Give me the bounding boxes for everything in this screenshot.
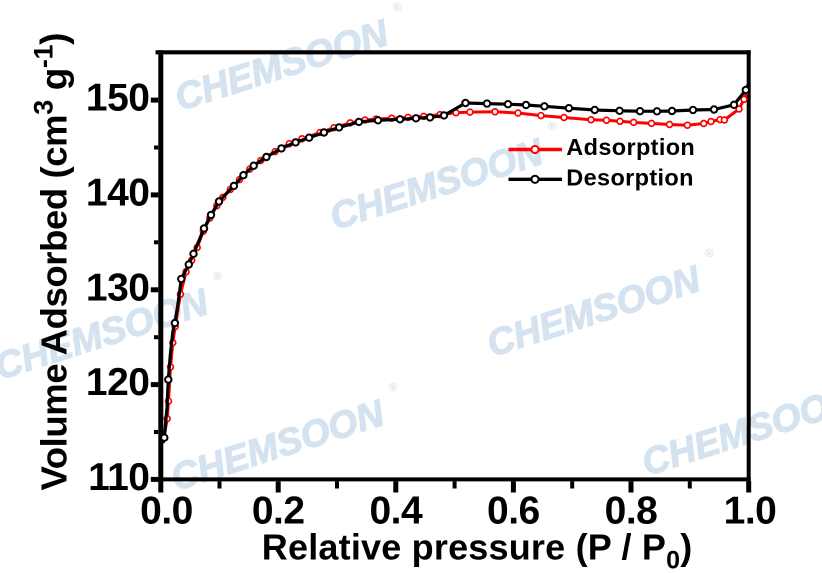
svg-text:®: ® (391, 0, 404, 15)
svg-text:®: ® (211, 268, 224, 284)
svg-text:0.4: 0.4 (369, 489, 423, 532)
svg-text:130: 130 (86, 266, 150, 309)
svg-text:110: 110 (88, 456, 149, 499)
svg-text:1.0: 1.0 (724, 489, 777, 532)
svg-text:0.8: 0.8 (605, 489, 658, 532)
svg-text:Desorption: Desorption (566, 164, 694, 190)
svg-text:Adsorption: Adsorption (566, 134, 695, 160)
svg-text:®: ® (387, 379, 400, 395)
svg-text:®: ® (546, 118, 559, 134)
svg-text:Relative pressure (P / P0): Relative pressure (P / P0) (262, 527, 693, 573)
svg-text:140: 140 (86, 171, 150, 214)
svg-text:0.0: 0.0 (140, 489, 193, 532)
svg-text:Volume Adsorbed (cm3 g-1): Volume Adsorbed (cm3 g-1) (29, 33, 75, 491)
svg-text:®: ® (703, 245, 716, 261)
svg-text:0.6: 0.6 (487, 489, 540, 532)
svg-text:0.2: 0.2 (252, 489, 305, 532)
svg-text:120: 120 (86, 361, 150, 404)
svg-text:150: 150 (86, 77, 150, 120)
